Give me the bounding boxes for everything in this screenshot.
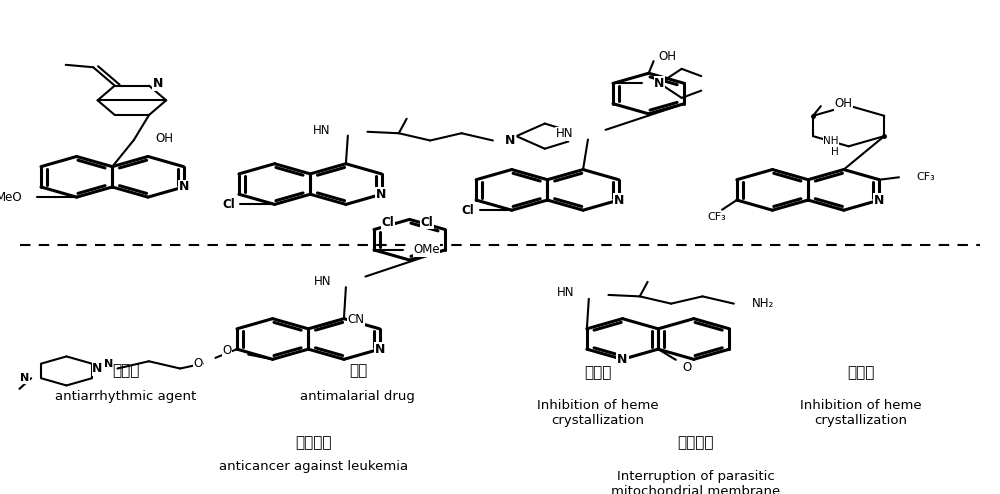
Text: N: N <box>874 194 885 206</box>
Text: Cl: Cl <box>462 204 475 217</box>
Text: Cl: Cl <box>421 216 433 229</box>
Text: O: O <box>222 344 231 357</box>
Text: Inhibition of heme
crystallization: Inhibition of heme crystallization <box>800 400 921 427</box>
Text: N: N <box>153 77 163 90</box>
Text: N: N <box>654 77 665 90</box>
Text: OH: OH <box>659 50 677 63</box>
Text: HN: HN <box>314 275 331 288</box>
Text: Cl: Cl <box>382 216 395 229</box>
Text: 氯喹: 氯喹 <box>349 363 367 378</box>
Text: N: N <box>614 194 624 206</box>
Text: OMe: OMe <box>413 244 440 256</box>
Text: antimalarial drug: antimalarial drug <box>300 390 415 403</box>
Text: N: N <box>178 180 189 194</box>
Text: N: N <box>20 373 29 383</box>
Text: CN: CN <box>347 313 364 326</box>
Text: CF₃: CF₃ <box>708 212 727 222</box>
Text: Inhibition of heme
crystallization: Inhibition of heme crystallization <box>537 400 659 427</box>
Text: N: N <box>376 188 387 201</box>
Text: HN: HN <box>557 287 574 299</box>
Text: 奎宁定: 奎宁定 <box>112 363 139 378</box>
Text: NH
H: NH H <box>823 135 839 157</box>
Text: HN: HN <box>313 124 330 137</box>
Text: N: N <box>505 133 515 147</box>
Text: antiarrhythmic agent: antiarrhythmic agent <box>55 390 196 403</box>
Text: N: N <box>374 343 385 356</box>
Text: N: N <box>92 362 103 375</box>
Text: Interruption of parasitic
mitochondrial membrane: Interruption of parasitic mitochondrial … <box>611 470 781 494</box>
Text: HN: HN <box>556 127 573 140</box>
Text: O: O <box>193 357 203 370</box>
Text: NH₂: NH₂ <box>751 297 774 310</box>
Text: N: N <box>617 353 628 366</box>
Text: Cl: Cl <box>223 198 235 211</box>
Text: 卡马喹: 卡马喹 <box>584 366 612 380</box>
Text: N: N <box>104 359 113 369</box>
Text: 伯氨喹啉: 伯氨喹啉 <box>678 436 714 451</box>
Text: CF₃: CF₃ <box>917 172 935 182</box>
Text: OH: OH <box>155 132 173 145</box>
Text: O: O <box>683 361 692 374</box>
Text: anticancer against leukemia: anticancer against leukemia <box>219 460 408 473</box>
Text: OH: OH <box>835 97 853 110</box>
Text: MeO: MeO <box>0 191 23 204</box>
Text: 博舒替尼: 博舒替尼 <box>296 436 332 451</box>
Text: 马福奎: 马福奎 <box>847 366 874 380</box>
